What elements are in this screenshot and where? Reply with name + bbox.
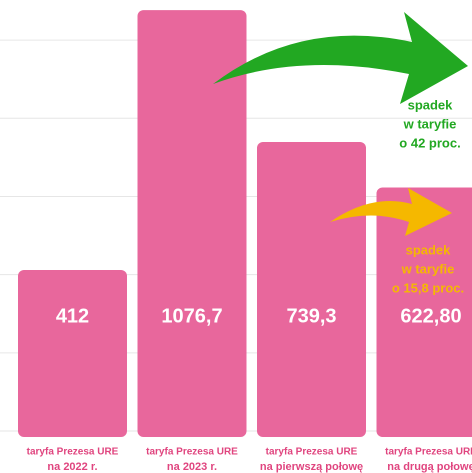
- annotation: o 42 proc.: [399, 135, 460, 150]
- bar: [257, 142, 366, 437]
- annotation: spadek: [406, 242, 452, 257]
- annotation: w taryfie: [403, 116, 457, 131]
- annotation: spadek: [408, 97, 454, 112]
- annotation: w taryfie: [401, 261, 455, 276]
- bars: 412 taryfa Prezesa URE na 2022 r. 1076,7 tar…: [18, 10, 472, 473]
- x-tick-label: na 2023 r.: [167, 461, 217, 473]
- x-tick-label: na 2022 r.: [47, 461, 97, 473]
- x-tick-label: na pierwszą połowę: [260, 461, 363, 473]
- x-tick-label: taryfa Prezesa URE: [266, 447, 358, 458]
- x-tick-label: taryfa Prezesa URE: [146, 447, 238, 458]
- value-label: 739,3: [286, 305, 336, 327]
- yellow-arrow: [330, 188, 452, 236]
- bar: [376, 187, 472, 437]
- value-label: 622,80: [400, 305, 461, 327]
- bar: [18, 269, 127, 437]
- x-tick-label: taryfa Prezesa URE: [27, 447, 119, 458]
- annotation: o 15,8 proc.: [392, 280, 464, 295]
- x-tick-label: na drugą połowę: [387, 461, 472, 473]
- green-arrow: [213, 12, 468, 104]
- value-label: 412: [56, 305, 89, 327]
- bar: [137, 10, 247, 437]
- x-tick-label: taryfa Prezesa URE: [385, 447, 472, 458]
- value-label: 1076,7: [161, 305, 222, 327]
- annotations: spadek w taryfie o 42 proc. spadek w taryfie…: [392, 97, 464, 295]
